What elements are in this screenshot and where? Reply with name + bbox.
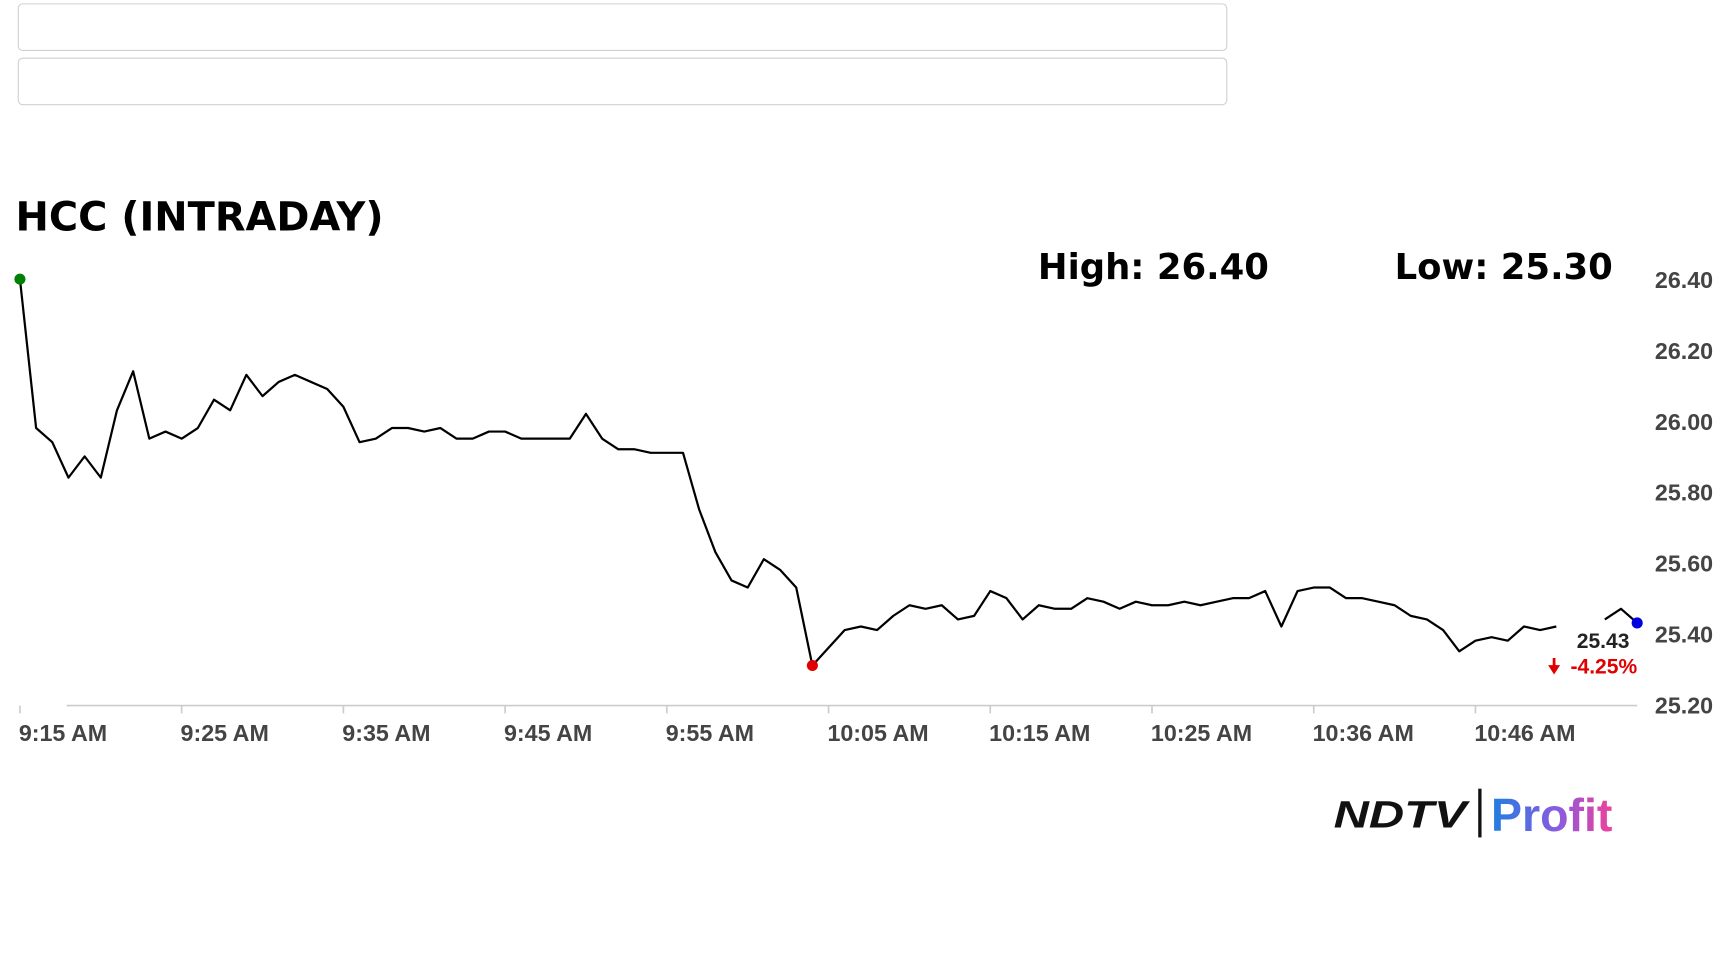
y-tick-label: 25.80 bbox=[1655, 480, 1713, 506]
y-tick-label: 26.00 bbox=[1655, 409, 1713, 435]
x-tick-label: 9:35 AM bbox=[342, 720, 430, 746]
logo-ndtv: NDTV bbox=[1334, 793, 1471, 835]
price-line bbox=[18, 279, 1638, 667]
input-box[interactable] bbox=[17, 57, 1228, 106]
low-label: Low: 25.30 bbox=[1395, 247, 1613, 288]
y-tick-label: 25.60 bbox=[1655, 551, 1713, 577]
x-tick-label: 10:46 AM bbox=[1474, 720, 1575, 746]
input-box[interactable] bbox=[17, 3, 1228, 51]
chart-title: HCC (INTRADAY) bbox=[16, 194, 384, 240]
x-tick-label: 9:55 AM bbox=[666, 720, 754, 746]
x-tick-label: 9:25 AM bbox=[181, 720, 269, 746]
y-tick-label: 25.40 bbox=[1655, 621, 1713, 647]
x-tick-label: 10:36 AM bbox=[1313, 720, 1414, 746]
low-dot bbox=[806, 659, 818, 672]
y-tick-label: 26.20 bbox=[1655, 338, 1713, 364]
x-tick-label: 9:45 AM bbox=[504, 720, 592, 746]
first-dot bbox=[14, 273, 26, 285]
y-tick-label: 25.20 bbox=[1655, 692, 1713, 718]
y-tick-label: 26.40 bbox=[1655, 267, 1713, 293]
down-arrow bbox=[1548, 657, 1561, 675]
logo-profit: Profit bbox=[1491, 789, 1612, 841]
last-dot bbox=[1631, 617, 1643, 629]
change-label: -4.25% bbox=[1571, 655, 1638, 678]
high-label: High: 26.40 bbox=[1038, 247, 1269, 288]
x-tick-label: 10:15 AM bbox=[989, 720, 1090, 746]
x-tick-label: 9:15 AM bbox=[19, 720, 107, 746]
x-tick-label: 10:25 AM bbox=[1151, 720, 1252, 746]
x-tick-label: 10:05 AM bbox=[827, 720, 928, 746]
last-price: 25.43 bbox=[1577, 630, 1630, 653]
